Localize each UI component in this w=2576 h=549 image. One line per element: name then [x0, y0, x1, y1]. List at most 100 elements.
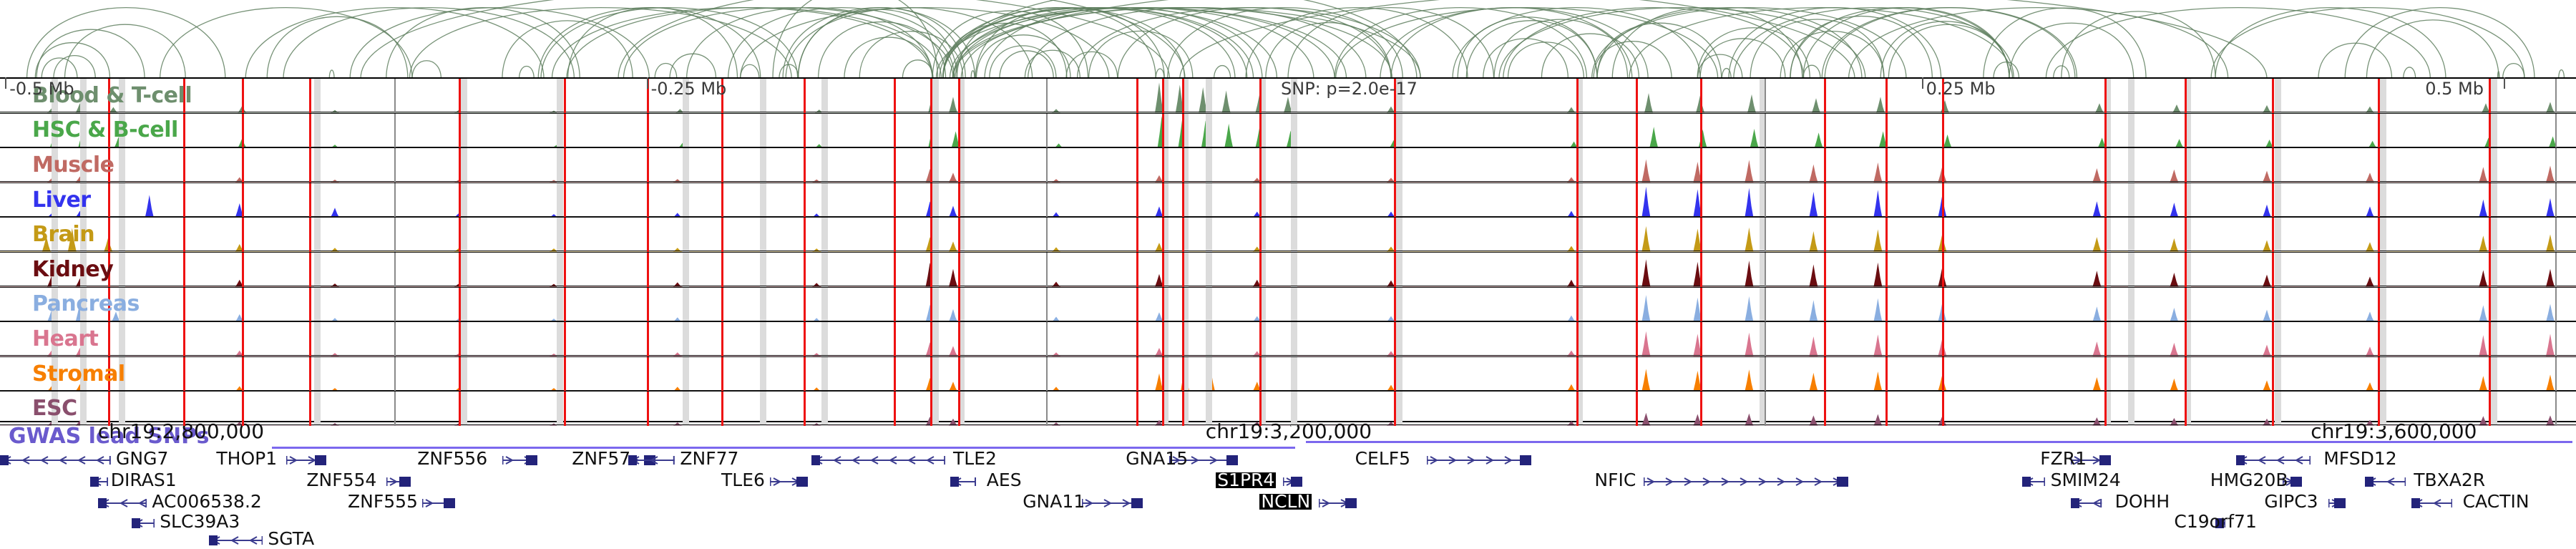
snp-marker[interactable] — [1259, 113, 1262, 148]
gene-aes[interactable]: AES — [0, 470, 2576, 490]
snp-marker[interactable] — [182, 322, 185, 356]
snp-marker[interactable] — [894, 113, 897, 148]
gene-thop1[interactable]: THOP1 — [0, 450, 2576, 468]
signal-track-pancreas[interactable]: Pancreas — [0, 287, 2576, 323]
snp-marker[interactable] — [1636, 148, 1638, 183]
snp-marker[interactable] — [309, 356, 311, 392]
snp-marker[interactable] — [458, 356, 461, 392]
snp-marker[interactable] — [1823, 252, 1826, 287]
snp-marker[interactable] — [458, 148, 461, 183]
gene-znf77[interactable]: ZNF77 — [0, 450, 2576, 468]
snp-marker[interactable] — [1259, 322, 1262, 356]
snp-marker[interactable] — [182, 218, 185, 252]
gene-s1pr4[interactable]: S1PR4 — [0, 471, 2576, 490]
snp-marker[interactable] — [930, 252, 932, 287]
snp-marker[interactable] — [108, 113, 111, 148]
snp-marker[interactable] — [1700, 322, 1702, 356]
snp-marker[interactable] — [721, 183, 723, 218]
snp-marker[interactable] — [394, 183, 396, 218]
snp-marker[interactable] — [1942, 392, 1945, 426]
snp-marker[interactable] — [646, 322, 649, 356]
snp-marker[interactable] — [1182, 287, 1185, 322]
gene-name-label[interactable]: NCLN — [1259, 491, 1312, 512]
snp-marker[interactable] — [1942, 79, 1945, 113]
snp-marker[interactable] — [1942, 287, 1945, 322]
snp-marker[interactable] — [108, 287, 111, 322]
snp-marker[interactable] — [2184, 322, 2187, 356]
snp-marker[interactable] — [1942, 218, 1945, 252]
snp-marker[interactable] — [1136, 252, 1138, 287]
gene-gna15[interactable]: GNA15 — [0, 450, 2576, 468]
snp-marker[interactable] — [1136, 148, 1138, 183]
snp-marker[interactable] — [394, 252, 396, 287]
snp-marker[interactable] — [958, 148, 961, 183]
snp-marker[interactable] — [309, 183, 311, 218]
snp-marker[interactable] — [646, 183, 649, 218]
snp-marker[interactable] — [1161, 356, 1164, 392]
snp-marker[interactable] — [1136, 392, 1138, 426]
snp-marker[interactable] — [2272, 287, 2275, 322]
gene-fzr1[interactable]: FZR1 — [0, 450, 2576, 468]
snp-marker[interactable] — [1823, 113, 1826, 148]
snp-marker[interactable] — [1700, 392, 1702, 426]
snp-marker[interactable] — [1393, 392, 1396, 426]
snp-marker[interactable] — [1136, 79, 1138, 113]
snp-marker[interactable] — [804, 218, 806, 252]
snp-marker[interactable] — [930, 322, 932, 356]
gene-name-label[interactable]: C19orf71 — [2174, 511, 2257, 532]
snp-marker[interactable] — [2555, 79, 2557, 113]
snp-marker[interactable] — [2488, 79, 2491, 113]
snp-marker[interactable] — [2555, 356, 2557, 392]
snp-marker[interactable] — [721, 218, 723, 252]
snp-marker[interactable] — [2184, 183, 2187, 218]
snp-marker[interactable] — [2104, 183, 2107, 218]
snp-marker[interactable] — [1576, 252, 1579, 287]
snp-marker[interactable] — [1259, 252, 1262, 287]
gene-name-label[interactable]: AES — [986, 470, 1022, 490]
snp-marker[interactable] — [2488, 252, 2491, 287]
gene-name-label[interactable]: GIPC3 — [2264, 491, 2318, 512]
snp-marker[interactable] — [1182, 113, 1185, 148]
snp-marker[interactable] — [2377, 148, 2380, 183]
snp-marker[interactable] — [1045, 392, 1048, 426]
gene-name-label[interactable]: SGTA — [268, 528, 315, 549]
snp-marker[interactable] — [458, 392, 461, 426]
snp-marker[interactable] — [930, 148, 932, 183]
snp-marker[interactable] — [804, 113, 806, 148]
snp-marker[interactable] — [958, 79, 961, 113]
snp-marker[interactable] — [108, 252, 111, 287]
snp-marker[interactable] — [1700, 287, 1702, 322]
snp-marker[interactable] — [804, 322, 806, 356]
snp-marker[interactable] — [108, 356, 111, 392]
snp-marker[interactable] — [2377, 183, 2380, 218]
snp-marker[interactable] — [1700, 252, 1702, 287]
snp-marker[interactable] — [1182, 252, 1185, 287]
signal-track-stromal[interactable]: Stromal — [0, 356, 2576, 392]
snp-marker[interactable] — [1576, 322, 1579, 356]
snp-marker[interactable] — [108, 322, 111, 356]
snp-marker[interactable] — [242, 79, 245, 113]
snp-marker[interactable] — [1823, 287, 1826, 322]
snp-marker[interactable] — [721, 356, 723, 392]
snp-marker[interactable] — [1885, 322, 1888, 356]
snp-marker[interactable] — [108, 79, 111, 113]
signal-track-kidney[interactable]: Kidney — [0, 252, 2576, 288]
snp-marker[interactable] — [721, 79, 723, 113]
snp-marker[interactable] — [1885, 252, 1888, 287]
snp-marker[interactable] — [2488, 287, 2491, 322]
snp-marker[interactable] — [1576, 392, 1579, 426]
snp-marker[interactable] — [1136, 287, 1138, 322]
snp-marker[interactable] — [2272, 218, 2275, 252]
snp-marker[interactable] — [1182, 148, 1185, 183]
snp-marker[interactable] — [2104, 322, 2107, 356]
snp-marker[interactable] — [2272, 183, 2275, 218]
snp-marker[interactable] — [721, 148, 723, 183]
snp-marker[interactable] — [2488, 148, 2491, 183]
snp-marker[interactable] — [958, 218, 961, 252]
snp-marker[interactable] — [1045, 79, 1048, 113]
snp-marker[interactable] — [1576, 79, 1579, 113]
snp-marker[interactable] — [894, 148, 897, 183]
gene-name-label[interactable]: NFIC — [1594, 470, 1636, 490]
signal-track-heart[interactable]: Heart — [0, 322, 2576, 357]
snp-marker[interactable] — [394, 392, 396, 426]
